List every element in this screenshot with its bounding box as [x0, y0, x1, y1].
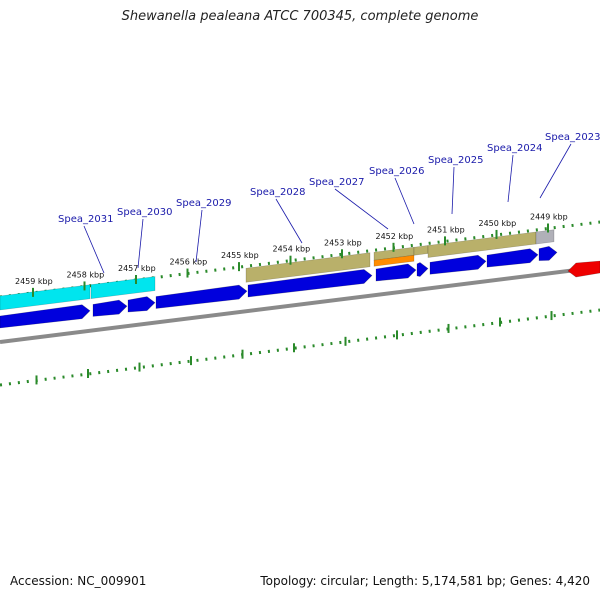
gene-label: Spea_2030 — [117, 207, 172, 218]
cds-arrow-2 — [92, 299, 128, 317]
gene-leader-line — [137, 218, 144, 269]
cds-arrow-10 — [538, 246, 558, 261]
scale-label: 2458 kbp — [67, 270, 105, 279]
scale-label: 2455 kbp — [221, 251, 259, 260]
gene-label: Spea_2028 — [250, 187, 305, 198]
scale-label: 2459 kbp — [15, 277, 53, 286]
cds-arrow-1 — [0, 304, 91, 329]
gene-label: Spea_2024 — [487, 143, 542, 154]
gene-label: Spea_2026 — [369, 166, 424, 177]
cds-arrow-7 — [416, 262, 429, 277]
cds-arrow-4 — [155, 284, 248, 309]
gene-label: Spea_2027 — [309, 177, 364, 188]
scale-label: 2454 kbp — [273, 245, 311, 254]
genome-summary-text: Topology: circular; Length: 5,174,581 bp… — [260, 574, 590, 588]
cds-arrow-8 — [429, 254, 487, 275]
feature-olive-1 — [245, 252, 371, 283]
cds-arrow-5 — [247, 269, 373, 298]
map-title: Shewanella pealeana ATCC 700345, complet… — [121, 9, 479, 24]
scale-label: 2457 kbp — [118, 264, 156, 273]
scale-label: 2452 kbp — [376, 232, 414, 241]
gene-leader-line — [195, 209, 203, 263]
inner-tick-ring — [0, 308, 600, 387]
scale-label: 2449 kbp — [530, 213, 568, 222]
gene-leader-line — [394, 177, 415, 225]
gene-leader-line — [334, 188, 389, 230]
scale-label: 2453 kbp — [324, 238, 362, 247]
feature-orange — [373, 254, 415, 267]
accession-text: Accession: NC_009901 — [10, 574, 147, 588]
gene-leader-line — [83, 225, 105, 274]
cds-arrow-3 — [127, 296, 156, 313]
cds-arrow-9 — [486, 248, 539, 268]
cds-arrow-6 — [375, 263, 417, 282]
scale-label: 2450 kbp — [479, 219, 517, 228]
feature-grey — [535, 229, 555, 245]
scale-label: 2456 kbp — [170, 258, 208, 267]
gene-label: Spea_2025 — [428, 155, 483, 166]
scale-label: 2451 kbp — [427, 225, 465, 234]
gene-leader-line — [539, 143, 572, 199]
feature-red — [567, 260, 600, 278]
gene-leader-line — [451, 166, 455, 215]
rna-feature-cyan-1 — [0, 284, 91, 311]
genome-backbone — [0, 265, 600, 344]
gene-leader-line — [275, 198, 303, 244]
rna-feature-cyan-2 — [90, 276, 156, 299]
gene-label: Spea_2029 — [176, 198, 231, 209]
feature-olive-3 — [413, 245, 429, 256]
gene-label: Spea_2031 — [58, 214, 113, 225]
gene-label: Spea_2023 — [545, 132, 600, 143]
gene-leader-line — [507, 154, 514, 203]
